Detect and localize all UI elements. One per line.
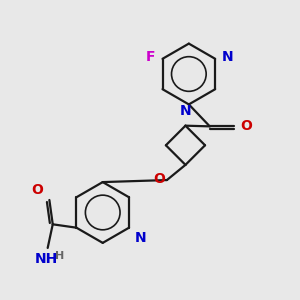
Text: O: O xyxy=(32,183,43,197)
Text: N: N xyxy=(135,231,147,245)
Text: N: N xyxy=(222,50,233,64)
Text: N: N xyxy=(179,104,191,118)
Text: H: H xyxy=(55,251,64,261)
Text: NH: NH xyxy=(34,252,58,266)
Text: O: O xyxy=(240,119,252,134)
Text: O: O xyxy=(153,172,165,186)
Text: F: F xyxy=(146,50,155,64)
